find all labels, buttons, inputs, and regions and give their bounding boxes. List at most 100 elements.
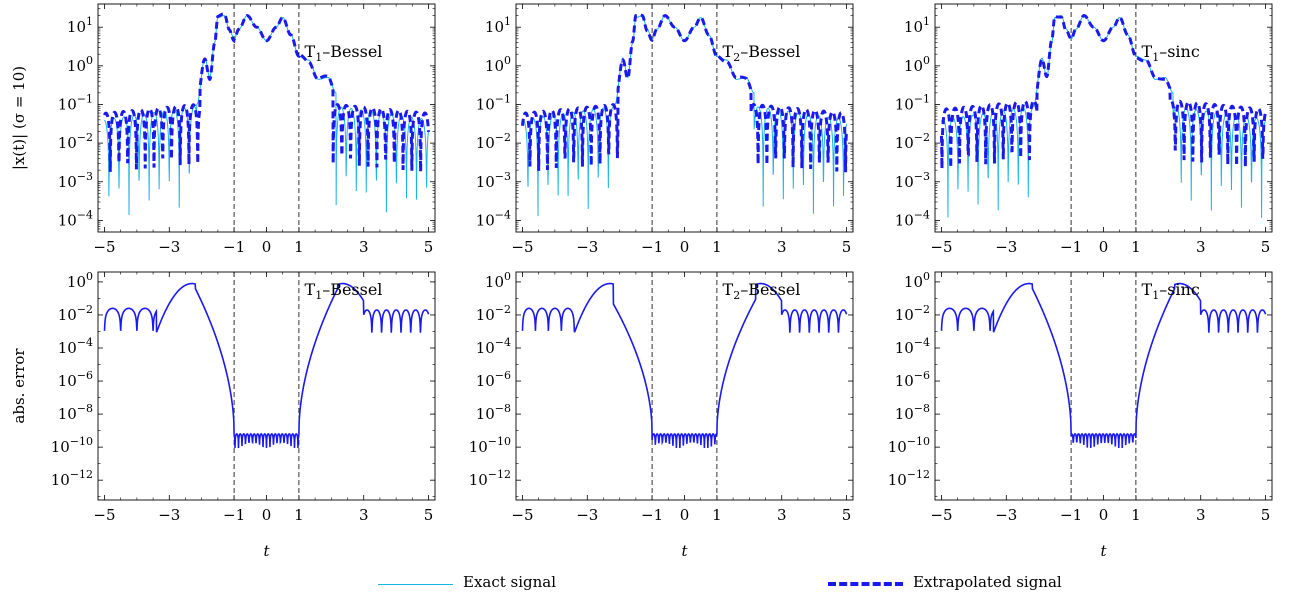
x-tick-label: 1 bbox=[294, 238, 304, 256]
method-label: T1–Bessel bbox=[305, 280, 383, 302]
x-tick-label: 3 bbox=[359, 238, 369, 256]
curves bbox=[103, 282, 430, 448]
y-tick-label: 10−8 bbox=[58, 402, 93, 423]
panel-r0-c1: 101 100 10−1 10−2 10−3 10−4−5 −3 −1 0 1 3 5 T2–Besse… bbox=[476, 3, 854, 256]
x-tick-label: 1 bbox=[712, 238, 722, 256]
panel-r1-c0: 100 10−2 10−4 10−6 10−8 10−10 10−12−5 −3 −1 0 1 3 5 T… bbox=[51, 270, 436, 560]
x-tick-label: 3 bbox=[777, 506, 787, 524]
method-label: T1–sinc bbox=[1142, 42, 1200, 64]
legend-extrapolated-label: Extrapolated signal bbox=[913, 573, 1062, 591]
y-tick-label: 10−6 bbox=[895, 369, 930, 390]
curves bbox=[940, 282, 1267, 448]
y-tick-label: 10−3 bbox=[58, 170, 93, 191]
x-tick-label: −5 bbox=[930, 238, 952, 256]
x-tick-label: 0 bbox=[680, 238, 690, 256]
method-label: T1–Bessel bbox=[305, 42, 383, 64]
y-tick-label: 10−1 bbox=[476, 92, 511, 113]
x-tick-label: −1 bbox=[1060, 506, 1082, 524]
y-tick-label: 10−1 bbox=[58, 92, 93, 113]
x-tick-label: −5 bbox=[93, 506, 115, 524]
y-tick-label: 10−10 bbox=[469, 435, 511, 456]
y-tick-label: 10−2 bbox=[58, 303, 93, 324]
x-tick-label: 5 bbox=[1261, 506, 1271, 524]
y-tick-label: 101 bbox=[485, 15, 511, 36]
axes-frame bbox=[97, 3, 436, 233]
x-tick-label: −1 bbox=[641, 238, 663, 256]
y-tick-label: 10−8 bbox=[476, 402, 511, 423]
x-tick-label: 3 bbox=[777, 238, 787, 256]
x-tick-label: 5 bbox=[842, 506, 852, 524]
method-label: T2–Bessel bbox=[723, 42, 801, 64]
y-tick-label: 100 bbox=[67, 54, 93, 75]
extrapolated-signal-series bbox=[520, 13, 849, 173]
extrapolated-signal-series bbox=[939, 14, 1267, 169]
y-tick-label: 101 bbox=[904, 15, 930, 36]
x-tick-label: −3 bbox=[576, 506, 598, 524]
y-axis-label: |x(t)| (σ = 10) bbox=[10, 66, 28, 170]
x-tick-label: −3 bbox=[995, 238, 1017, 256]
x-tick-label: −1 bbox=[641, 506, 663, 524]
panel-r0-c2: 101 100 10−1 10−2 10−3 10−4−5 −3 −1 0 1 3 5 T1–sinc bbox=[895, 3, 1273, 256]
x-tick-label: −3 bbox=[576, 238, 598, 256]
x-tick-label: 0 bbox=[1099, 506, 1109, 524]
y-tick-label: 10−4 bbox=[895, 336, 930, 357]
y-tick-label: 10−4 bbox=[895, 208, 930, 229]
curves bbox=[103, 12, 431, 215]
x-tick-label: 0 bbox=[1099, 238, 1109, 256]
x-tick-label: −5 bbox=[93, 238, 115, 256]
legend-exact-label: Exact signal bbox=[463, 573, 557, 591]
y-tick-label: 10−12 bbox=[51, 468, 93, 489]
y-tick-label: 10−10 bbox=[51, 435, 93, 456]
y-tick-label: 10−2 bbox=[895, 303, 930, 324]
y-tick-label: 10−4 bbox=[476, 336, 511, 357]
y-tick-label: 10−4 bbox=[58, 208, 93, 229]
y-tick-label: 10−10 bbox=[888, 435, 930, 456]
y-tick-label: 10−1 bbox=[895, 92, 930, 113]
method-label: T1–sinc bbox=[1142, 280, 1200, 302]
panel-r1-c1: 100 10−2 10−4 10−6 10−8 10−10 10−12−5 −3 −1 0 1 3 5 T… bbox=[469, 270, 854, 560]
x-tick-label: 0 bbox=[262, 238, 272, 256]
x-tick-label: 3 bbox=[1196, 238, 1206, 256]
x-tick-label: −5 bbox=[511, 506, 533, 524]
x-axis-label: t bbox=[681, 542, 688, 560]
y-tick-label: 10−4 bbox=[476, 208, 511, 229]
extrapolated-signal-series bbox=[103, 12, 431, 172]
axes-frame bbox=[515, 271, 854, 501]
y-tick-label: 10−3 bbox=[895, 170, 930, 191]
y-tick-label: 10−3 bbox=[476, 170, 511, 191]
y-tick-label: 100 bbox=[67, 270, 93, 291]
x-axis-label: t bbox=[263, 542, 270, 560]
x-tick-label: 0 bbox=[262, 506, 272, 524]
y-tick-label: 10−6 bbox=[476, 369, 511, 390]
y-tick-label: 10−2 bbox=[476, 131, 511, 152]
y-tick-label: 10−4 bbox=[58, 336, 93, 357]
panel-r1-c2: 100 10−2 10−4 10−6 10−8 10−10 10−12−5 −3 −1 0 1 3 5 T… bbox=[888, 270, 1273, 560]
y-tick-label: 10−2 bbox=[58, 131, 93, 152]
x-tick-label: −1 bbox=[1060, 238, 1082, 256]
x-tick-label: −3 bbox=[995, 506, 1017, 524]
x-axis-label: t bbox=[1100, 542, 1107, 560]
x-tick-label: 1 bbox=[1131, 506, 1141, 524]
x-tick-label: 3 bbox=[359, 506, 369, 524]
x-tick-label: 3 bbox=[1196, 506, 1206, 524]
y-tick-label: 100 bbox=[485, 54, 511, 75]
x-tick-label: 5 bbox=[842, 238, 852, 256]
y-tick-label: 10−8 bbox=[895, 402, 930, 423]
legend-exact-swatch bbox=[378, 584, 453, 585]
y-tick-label: 101 bbox=[67, 15, 93, 36]
panel-r0-c0: 101 100 10−1 10−2 10−3 10−4−5 −3 −1 0 1 3 5 T1–Besse… bbox=[58, 3, 436, 256]
x-tick-label: 1 bbox=[294, 506, 304, 524]
y-axis-label: abs. error bbox=[10, 348, 28, 424]
x-tick-label: −3 bbox=[158, 238, 180, 256]
axes-frame bbox=[97, 271, 436, 501]
abs-error-series bbox=[940, 282, 1267, 448]
x-tick-label: 0 bbox=[680, 506, 690, 524]
y-tick-label: 10−6 bbox=[58, 369, 93, 390]
y-tick-label: 10−2 bbox=[895, 131, 930, 152]
x-tick-label: 1 bbox=[712, 506, 722, 524]
x-tick-label: −5 bbox=[511, 238, 533, 256]
curves bbox=[521, 282, 848, 448]
y-tick-label: 10−12 bbox=[888, 468, 930, 489]
x-tick-label: −1 bbox=[223, 506, 245, 524]
